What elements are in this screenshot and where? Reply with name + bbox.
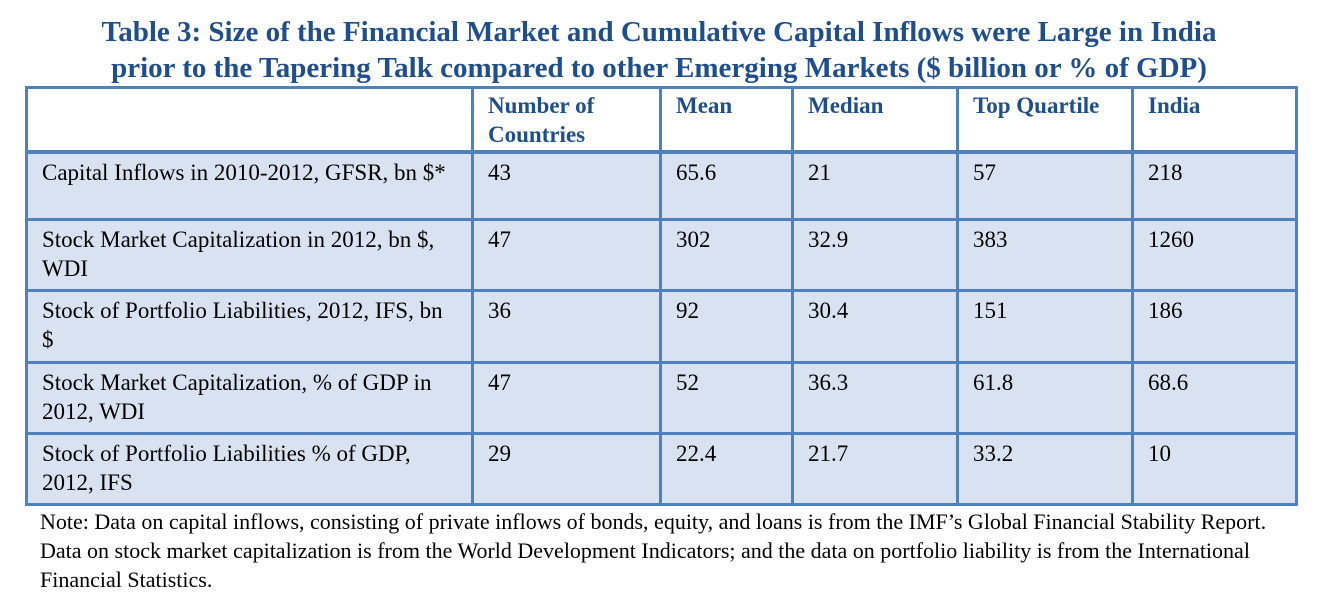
cell-median: 21.7 [791,432,959,506]
cell-india: 1260 [1131,218,1298,292]
cell-top-quartile: 61.8 [956,361,1134,435]
row-label: Capital Inflows in 2010-2012, GFSR, bn $… [25,150,474,221]
cell-india: 218 [1131,150,1298,221]
cell-mean: 52 [659,361,794,435]
table-row: Stock of Portfolio Liabilities, 2012, IF… [25,289,1298,364]
cell-median: 32.9 [791,218,959,292]
cell-top-quartile: 151 [956,289,1134,364]
cell-number-of-countries: 43 [471,150,662,221]
table-title-line-2: prior to the Tapering Talk compared to o… [111,52,1207,84]
cell-mean: 92 [659,289,794,364]
row-label: Stock Market Capitalization in 2012, bn … [25,218,474,292]
header-cell-india: India [1131,86,1298,153]
cell-number-of-countries: 47 [471,218,662,292]
cell-india: 10 [1131,432,1298,506]
row-label: Stock Market Capitalization, % of GDP in… [25,361,474,435]
cell-top-quartile: 33.2 [956,432,1134,506]
header-cell-median: Median [791,86,959,153]
data-table: Number of Countries Mean Median Top Quar… [25,86,1298,506]
table-row: Stock of Portfolio Liabilities % of GDP,… [25,432,1298,506]
table-title-line-1: Table 3: Size of the Financial Market an… [101,16,1217,48]
row-label: Stock of Portfolio Liabilities % of GDP,… [25,432,474,506]
cell-median: 30.4 [791,289,959,364]
table-note: Note: Data on capital inflows, consistin… [40,509,1267,592]
cell-number-of-countries: 36 [471,289,662,364]
cell-number-of-countries: 47 [471,361,662,435]
table-row: Stock Market Capitalization in 2012, bn … [25,218,1298,292]
cell-number-of-countries: 29 [471,432,662,506]
row-label: Stock of Portfolio Liabilities, 2012, IF… [25,289,474,364]
cell-mean: 302 [659,218,794,292]
header-row: Number of Countries Mean Median Top Quar… [25,86,1298,153]
cell-median: 36.3 [791,361,959,435]
cell-mean: 65.6 [659,150,794,221]
cell-india: 68.6 [1131,361,1298,435]
table-row: Capital Inflows in 2010-2012, GFSR, bn $… [25,150,1298,221]
header-cell-mean: Mean [659,86,794,153]
cell-median: 21 [791,150,959,221]
header-cell-number-of-countries: Number of Countries [471,86,662,153]
cell-india: 186 [1131,289,1298,364]
table-title: Table 3: Size of the Financial Market an… [0,14,1318,86]
table-row: Stock Market Capitalization, % of GDP in… [25,361,1298,435]
header-cell-top-quartile: Top Quartile [956,86,1134,153]
cell-mean: 22.4 [659,432,794,506]
cell-top-quartile: 383 [956,218,1134,292]
header-cell-label [25,86,474,153]
cell-top-quartile: 57 [956,150,1134,221]
